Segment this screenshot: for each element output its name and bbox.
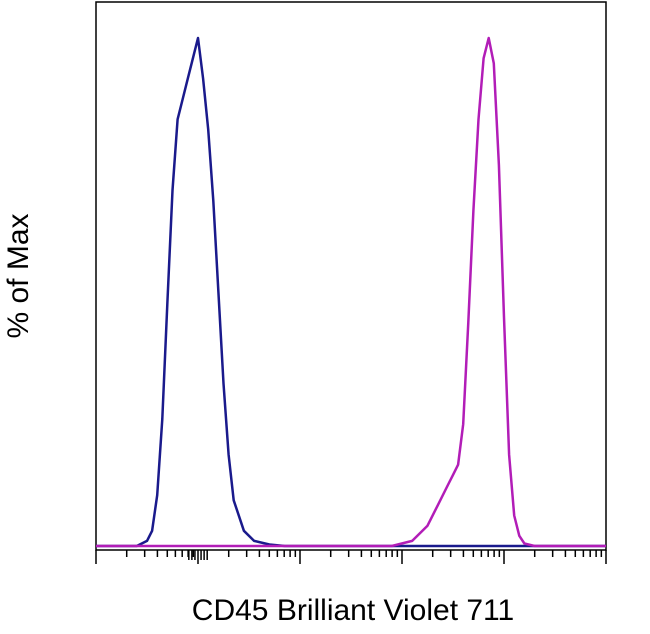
plot-frame: [95, 1, 607, 551]
histogram-curves: [96, 36, 606, 548]
x-axis-ticks: [95, 550, 607, 564]
x-axis-label: CD45 Brilliant Violet 711: [192, 594, 514, 627]
histogram-series-1: [96, 36, 606, 548]
y-axis-label: % of Max: [2, 213, 35, 338]
histogram-series-2: [96, 36, 606, 548]
